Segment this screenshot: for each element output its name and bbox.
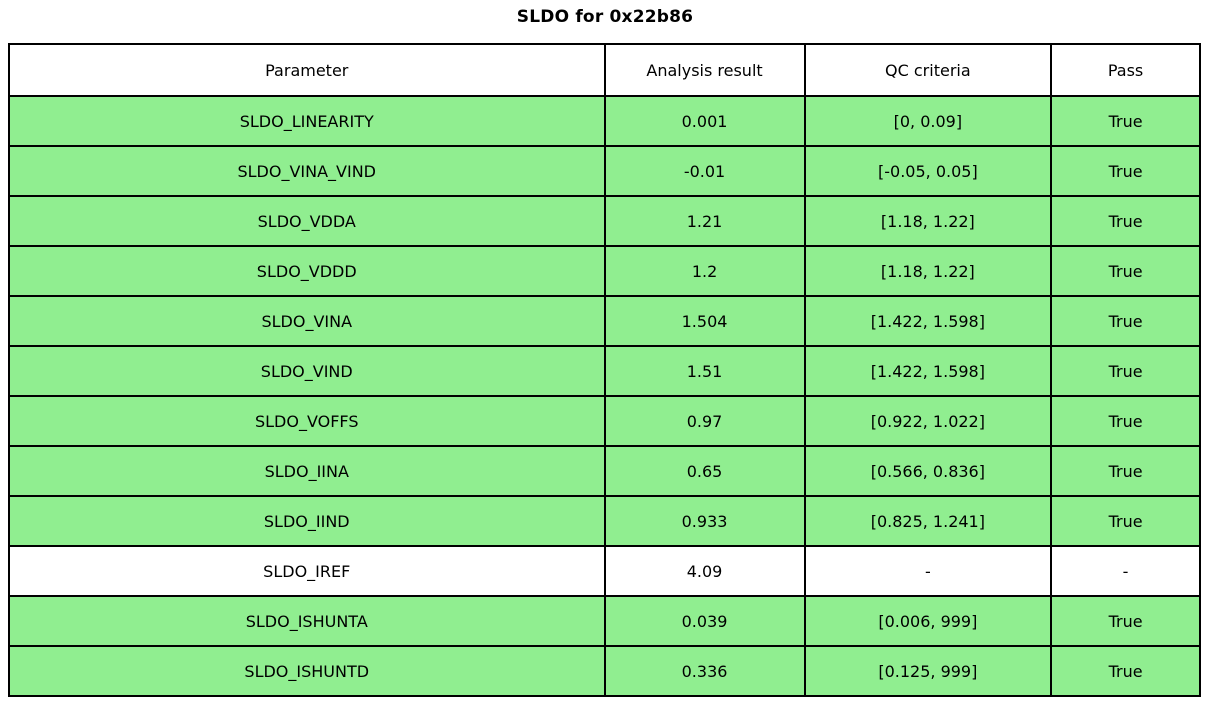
cell-qc-criteria: [-0.05, 0.05] — [803, 145, 1053, 197]
cell-qc-criteria: [1.422, 1.598] — [803, 345, 1053, 397]
cell-pass: True — [1050, 345, 1201, 397]
table-row: SLDO_IIND 0.933 [0.825, 1.241] True — [8, 495, 1201, 547]
cell-parameter: SLDO_IINA — [8, 445, 606, 497]
table-header: Parameter Analysis result QC criteria Pa… — [8, 43, 1201, 97]
cell-parameter: SLDO_VDDD — [8, 245, 606, 297]
cell-parameter: SLDO_VDDA — [8, 195, 606, 247]
cell-analysis-result: 1.21 — [603, 195, 806, 247]
cell-parameter: SLDO_VINA_VIND — [8, 145, 606, 197]
cell-analysis-result: 0.97 — [603, 395, 806, 447]
cell-parameter: SLDO_IREF — [8, 545, 606, 597]
cell-analysis-result: 0.65 — [603, 445, 806, 497]
table-row: SLDO_VIND 1.51 [1.422, 1.598] True — [8, 345, 1201, 397]
cell-qc-criteria: [0.125, 999] — [803, 645, 1053, 697]
cell-parameter: SLDO_VINA — [8, 295, 606, 347]
cell-qc-criteria: [0.922, 1.022] — [803, 395, 1053, 447]
table-row: SLDO_ISHUNTA 0.039 [0.006, 999] True — [8, 595, 1201, 647]
table-row: SLDO_IREF 4.09- - — [8, 545, 1201, 597]
cell-qc-criteria: [0.566, 0.836] — [803, 445, 1053, 497]
cell-pass: True — [1050, 495, 1201, 547]
cell-parameter: SLDO_LINEARITY — [8, 95, 606, 147]
cell-pass: True — [1050, 645, 1201, 697]
column-header-pass: Pass — [1050, 43, 1201, 97]
cell-qc-criteria: [1.18, 1.22] — [803, 245, 1053, 297]
table-row: SLDO_ISHUNTD 0.336 [0.125, 999] True — [8, 645, 1201, 697]
cell-analysis-result: 1.504 — [603, 295, 806, 347]
column-header-parameter: Parameter — [8, 43, 606, 97]
cell-analysis-result: 0.336 — [603, 645, 806, 697]
qc-results-table: Parameter Analysis result QC criteria Pa… — [8, 43, 1201, 697]
cell-parameter: SLDO_VOFFS — [8, 395, 606, 447]
cell-qc-criteria: [1.18, 1.22] — [803, 195, 1053, 247]
cell-pass: True — [1050, 95, 1201, 147]
cell-pass: True — [1050, 445, 1201, 497]
table-row: SLDO_LINEARITY 0.001 [0, 0.09] True — [8, 95, 1201, 147]
cell-qc-criteria: [0, 0.09] — [803, 95, 1053, 147]
cell-analysis-result: 0.933 — [603, 495, 806, 547]
cell-analysis-result: -0.01 — [603, 145, 806, 197]
cell-analysis-result: 4.09 — [603, 545, 806, 597]
header-row: Parameter Analysis result QC criteria Pa… — [8, 43, 1201, 97]
cell-analysis-result: 1.51 — [603, 345, 806, 397]
table-row: SLDO_VOFFS 0.97 [0.922, 1.022] True — [8, 395, 1201, 447]
cell-qc-criteria: - — [803, 545, 1053, 597]
cell-analysis-result: 1.2 — [603, 245, 806, 297]
cell-pass: True — [1050, 195, 1201, 247]
cell-pass: True — [1050, 295, 1201, 347]
table-row: SLDO_IINA 0.65 [0.566, 0.836] True — [8, 445, 1201, 497]
cell-parameter: SLDO_IIND — [8, 495, 606, 547]
table-row: SLDO_VINA 1.504 [1.422, 1.598] True — [8, 295, 1201, 347]
cell-parameter: SLDO_ISHUNTD — [8, 645, 606, 697]
cell-pass: True — [1050, 245, 1201, 297]
cell-analysis-result: 0.001 — [603, 95, 806, 147]
column-header-qc-criteria: QC criteria — [803, 43, 1053, 97]
cell-parameter: SLDO_VIND — [8, 345, 606, 397]
table-row: SLDO_VDDA 1.21 [1.18, 1.22] True — [8, 195, 1201, 247]
column-header-analysis-result: Analysis result — [603, 43, 806, 97]
cell-pass: True — [1050, 395, 1201, 447]
cell-pass: - — [1050, 545, 1201, 597]
cell-parameter: SLDO_ISHUNTA — [8, 595, 606, 647]
cell-qc-criteria: [1.422, 1.598] — [803, 295, 1053, 347]
cell-pass: True — [1050, 145, 1201, 197]
cell-qc-criteria: [0.006, 999] — [803, 595, 1053, 647]
table-body: SLDO_LINEARITY 0.001 [0, 0.09] True SLDO_VIN… — [8, 95, 1201, 697]
table-row: SLDO_VINA_VIND -0.01 [-0.05, 0.05] True — [8, 145, 1201, 197]
cell-qc-criteria: [0.825, 1.241] — [803, 495, 1053, 547]
page-title: SLDO for 0x22b86 — [516, 7, 694, 27]
cell-pass: True — [1050, 595, 1201, 647]
cell-analysis-result: 0.039 — [603, 595, 806, 647]
table-row: SLDO_VDDD 1.2 [1.18, 1.22] True — [8, 245, 1201, 297]
